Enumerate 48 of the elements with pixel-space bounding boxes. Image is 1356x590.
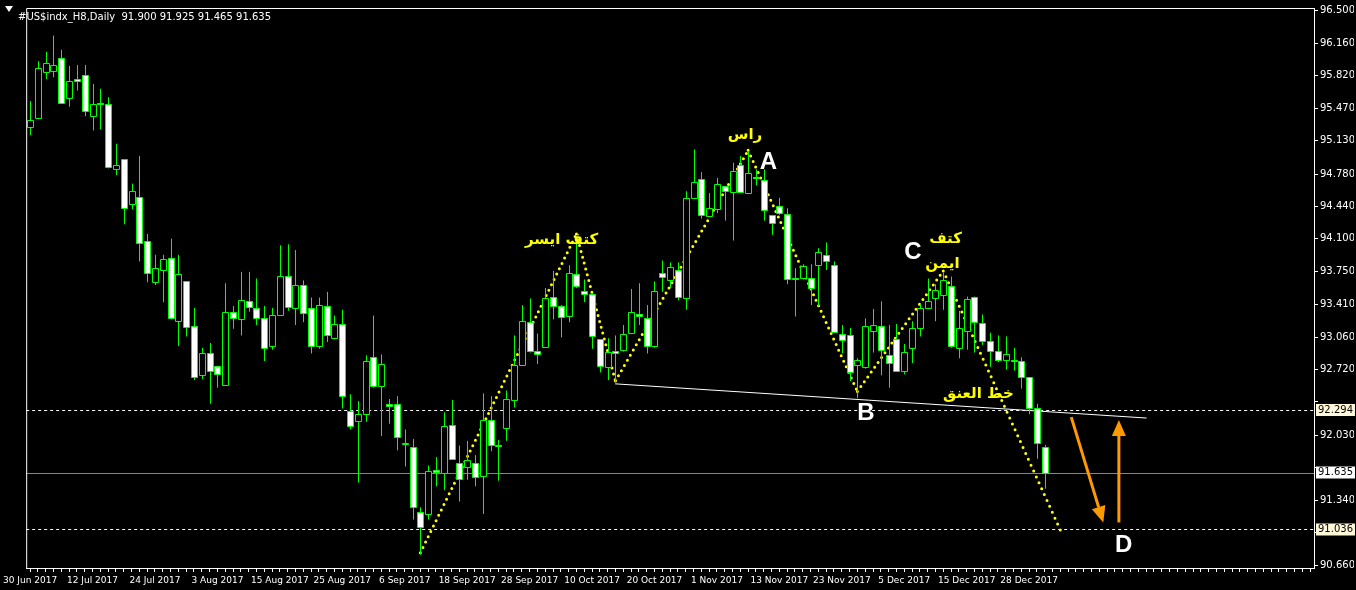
- x-tick-label: 1 Nov 2017: [690, 574, 743, 585]
- y-tick-label: 94.100: [1320, 232, 1355, 244]
- annotation: خط العنق: [942, 383, 1014, 402]
- y-tick-label: 95.820: [1320, 68, 1355, 80]
- candlestick: [27, 100, 34, 136]
- candlestick: [402, 428, 409, 467]
- x-tick-label: 23 Nov 2017: [812, 574, 871, 585]
- y-tick-label: 94.440: [1320, 199, 1355, 211]
- x-tick-label: 20 Oct 2017: [626, 574, 683, 585]
- annotation: B: [857, 398, 875, 426]
- y-tick-label: 95.130: [1320, 134, 1355, 146]
- ref-line-label: 91.036: [1318, 523, 1353, 535]
- y-tick-label: 96.500: [1320, 4, 1355, 16]
- x-tick-label: 24 Jul 2017: [129, 574, 181, 585]
- x-tick-label: 5 Dec 2017: [878, 574, 931, 585]
- x-tick-label: 25 Aug 2017: [313, 574, 372, 585]
- ref-line-label: 91.635: [1318, 466, 1353, 478]
- y-tick-label: 92.030: [1320, 428, 1355, 440]
- x-tick-label: 13 Nov 2017: [750, 574, 809, 585]
- y-tick-label: 90.660: [1320, 558, 1355, 570]
- y-tick-label: 94.780: [1320, 167, 1355, 179]
- annotation: راس: [727, 124, 763, 143]
- y-tick-label: 92.720: [1320, 363, 1355, 375]
- y-tick-label: 96.160: [1320, 36, 1355, 48]
- x-tick-label: 28 Dec 2017: [1000, 574, 1058, 585]
- y-tick-label: 95.470: [1320, 102, 1355, 114]
- annotation: A: [759, 146, 778, 174]
- ref-line-label: 92.294: [1318, 403, 1353, 415]
- y-tick-label: 93.410: [1320, 297, 1355, 309]
- x-tick-label: 28 Sep 2017: [501, 574, 559, 585]
- y-tick-label: 91.340: [1320, 494, 1355, 506]
- candlestick: [620, 324, 627, 353]
- annotation: ايمن: [925, 253, 960, 272]
- x-tick-label: 10 Oct 2017: [564, 574, 620, 585]
- candlestick: [769, 214, 776, 236]
- x-tick-label: 30 Jun 2017: [3, 574, 58, 585]
- annotation: D: [1114, 530, 1133, 558]
- x-tick-label: 3 Aug 2017: [191, 574, 244, 585]
- y-tick-label: 93.060: [1320, 330, 1355, 342]
- x-tick-label: 15 Dec 2017: [937, 574, 996, 585]
- annotation: كتف: [929, 228, 962, 247]
- x-tick-label: 18 Sep 2017: [438, 574, 496, 585]
- x-tick-label: 6 Sep 2017: [379, 574, 431, 585]
- x-tick-label: 15 Aug 2017: [251, 574, 309, 585]
- annotation: C: [904, 236, 922, 264]
- annotation: كتف ايسر: [524, 229, 599, 248]
- x-tick-label: 12 Jul 2017: [67, 574, 118, 585]
- y-tick-label: 93.750: [1320, 265, 1355, 277]
